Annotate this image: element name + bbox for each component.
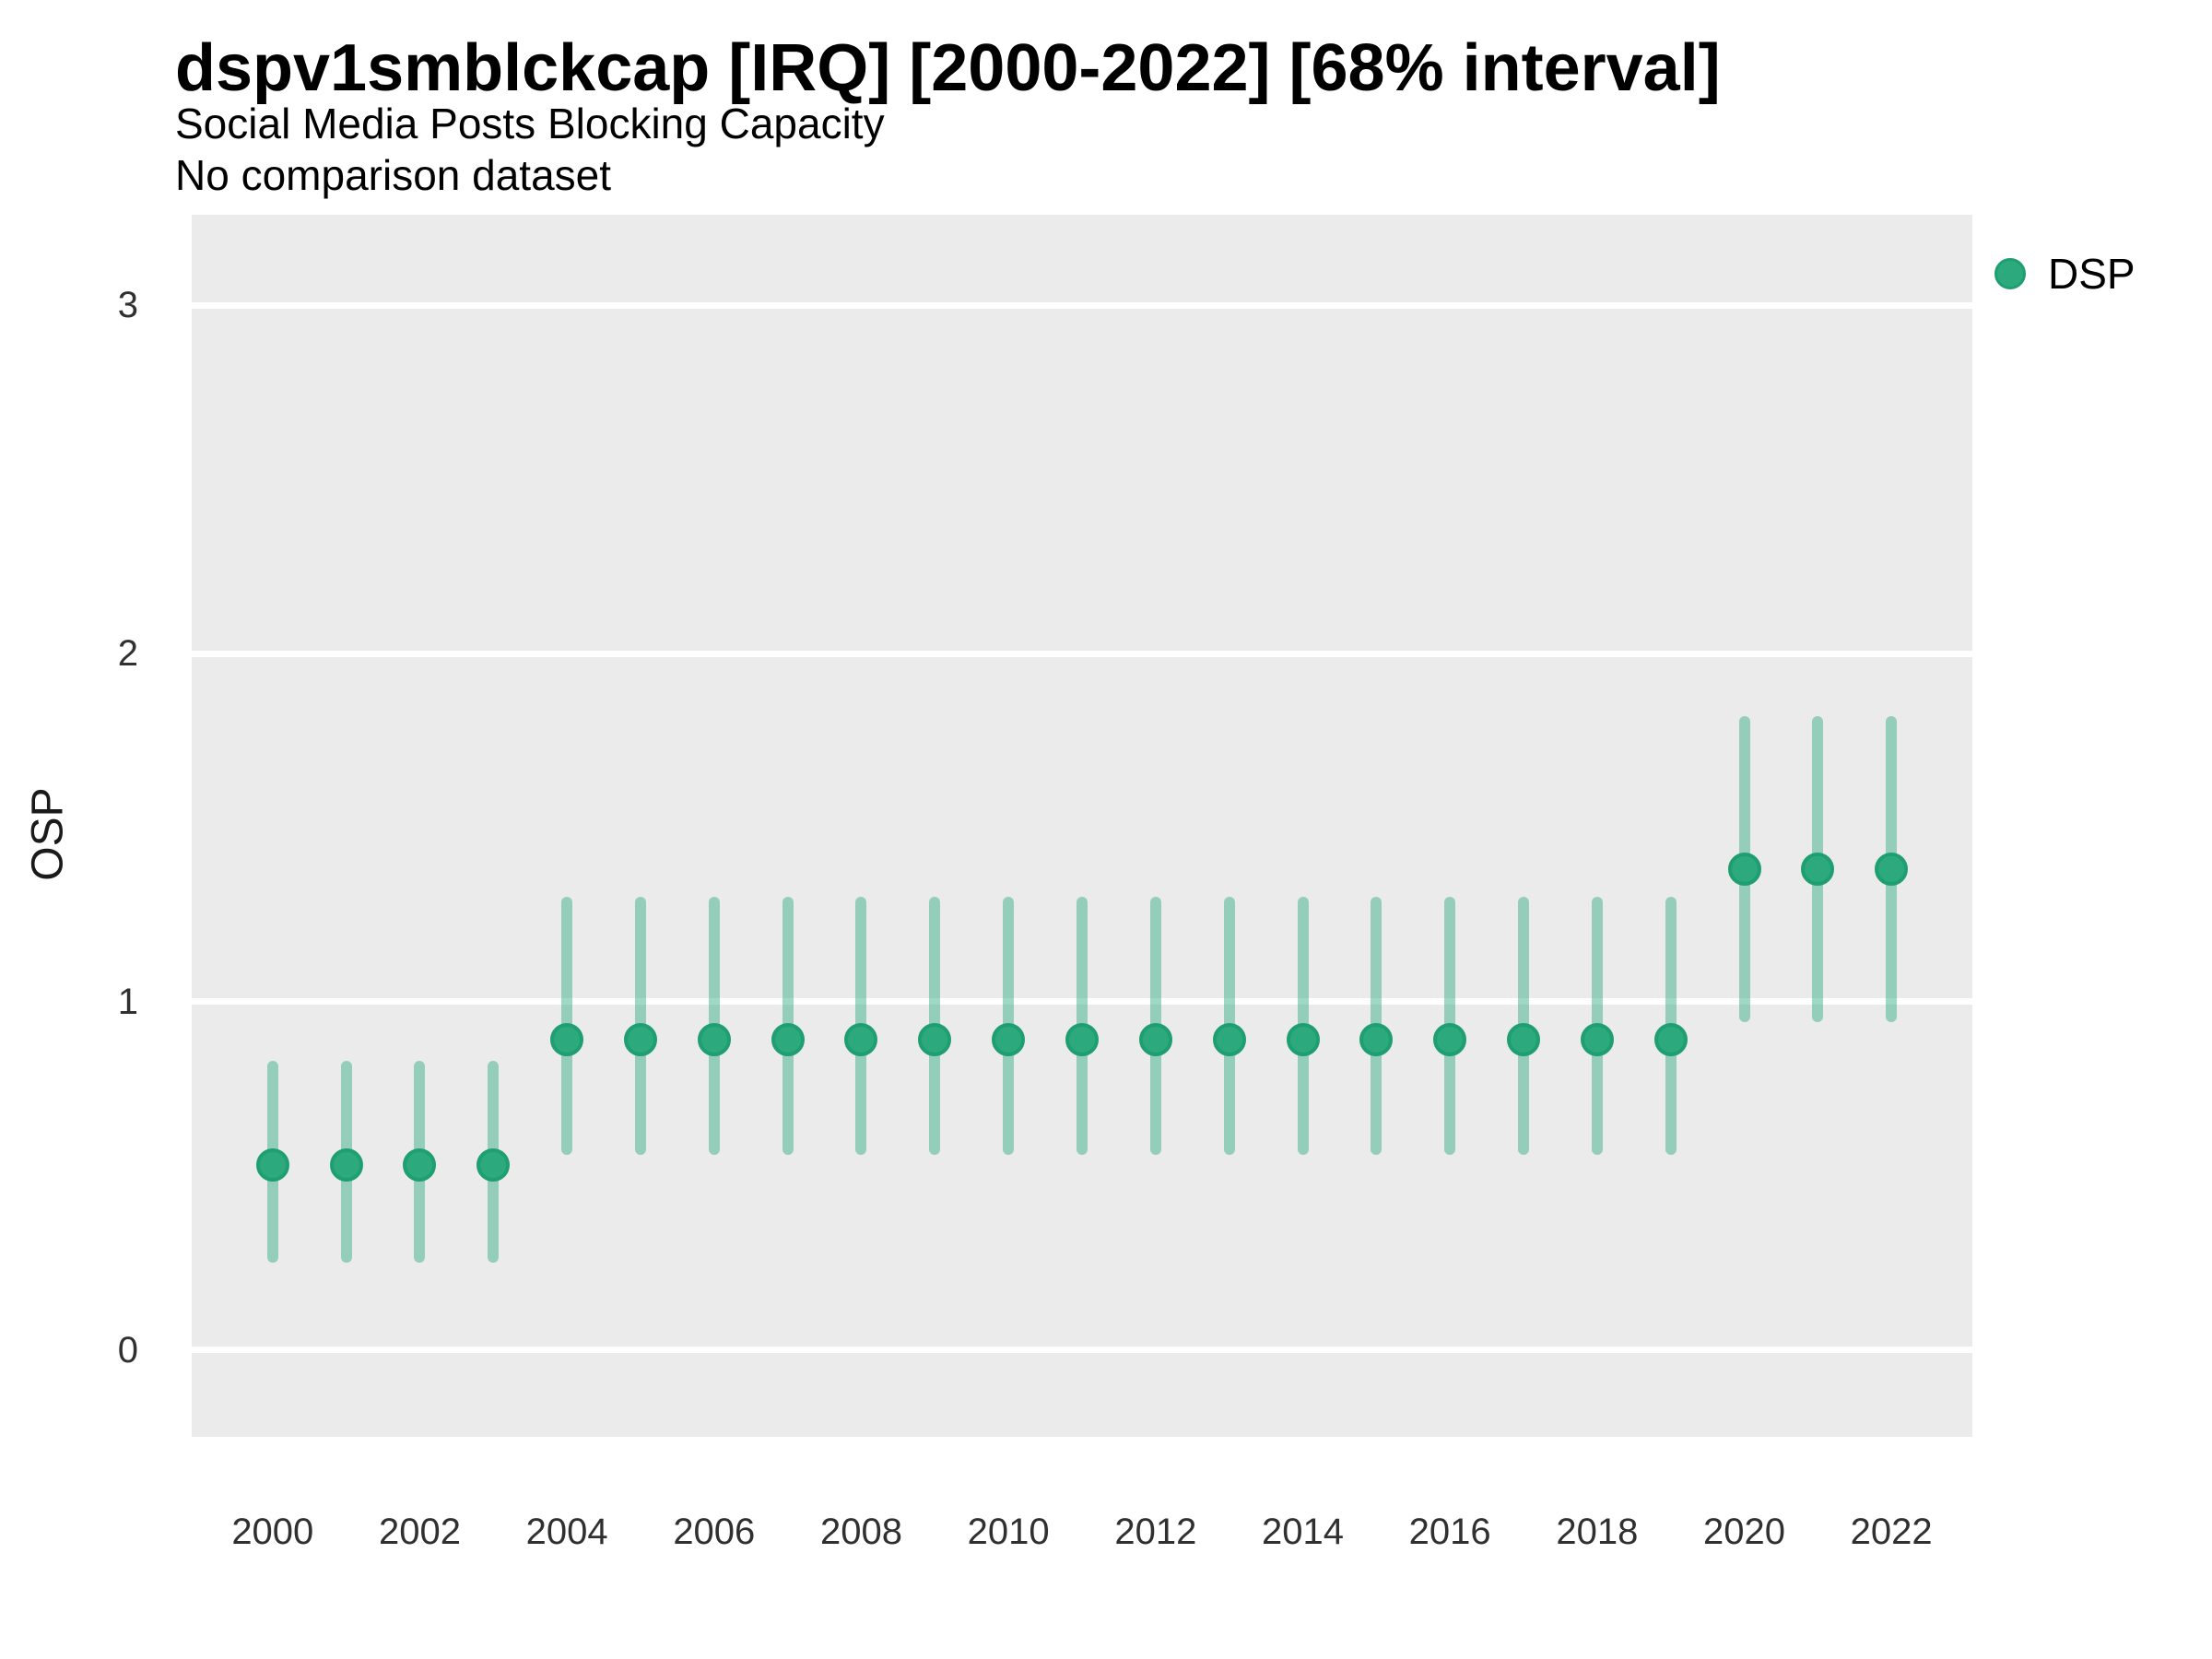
- x-tick-label: 2006: [673, 1512, 756, 1552]
- data-point: [992, 1023, 1026, 1057]
- x-tick-label: 2022: [1850, 1512, 1933, 1552]
- gridline-y-3: [192, 301, 1972, 309]
- x-tick-label: 2004: [525, 1512, 608, 1552]
- y-tick-label: 2: [117, 633, 138, 674]
- x-tick-label: 2016: [1408, 1512, 1491, 1552]
- data-point: [329, 1148, 363, 1182]
- data-point: [1359, 1023, 1394, 1057]
- legend: DSP: [1994, 251, 2136, 297]
- x-tick-label: 2012: [1114, 1512, 1197, 1552]
- data-point: [1212, 1023, 1246, 1057]
- data-point: [918, 1023, 952, 1057]
- data-point: [771, 1023, 805, 1057]
- gridline-y-1: [192, 998, 1972, 1006]
- data-point: [1286, 1023, 1320, 1057]
- chart-comparison-note: No comparison dataset: [175, 151, 612, 199]
- data-point: [1580, 1023, 1614, 1057]
- x-tick-label: 2018: [1556, 1512, 1639, 1552]
- data-point: [255, 1148, 289, 1182]
- legend-point-icon: [1994, 258, 2026, 289]
- x-tick-label: 2002: [378, 1512, 461, 1552]
- chart-title: dspv1smblckcap [IRQ] [2000-2022] [68% in…: [175, 31, 1721, 105]
- x-tick-label: 2014: [1262, 1512, 1344, 1552]
- data-point: [1727, 853, 1761, 887]
- data-point: [550, 1023, 584, 1057]
- data-point: [403, 1148, 437, 1182]
- y-tick-label: 3: [117, 285, 138, 326]
- data-point: [1801, 853, 1835, 887]
- gridline-y-0: [192, 1347, 1972, 1354]
- data-point: [697, 1023, 731, 1057]
- x-tick-label: 2000: [231, 1512, 314, 1552]
- data-point: [1138, 1023, 1172, 1057]
- x-tick-label: 2010: [967, 1512, 1050, 1552]
- chart-subtitle: Social Media Posts Blocking Capacity: [175, 100, 885, 147]
- data-point: [623, 1023, 657, 1057]
- data-point: [1065, 1023, 1099, 1057]
- y-tick-label: 0: [117, 1329, 138, 1371]
- legend-label: DSP: [2048, 250, 2136, 298]
- data-point: [1875, 853, 1909, 887]
- y-axis-title: OSP: [23, 787, 73, 881]
- data-point: [1653, 1023, 1688, 1057]
- data-point: [477, 1148, 511, 1182]
- x-tick-label: 2020: [1703, 1512, 1785, 1552]
- y-tick-label: 1: [117, 981, 138, 1022]
- data-point: [1507, 1023, 1540, 1057]
- plot-panel: [192, 215, 1972, 1437]
- data-point: [844, 1023, 878, 1057]
- gridline-y-2: [192, 650, 1972, 657]
- data-point: [1433, 1023, 1467, 1057]
- x-tick-label: 2008: [819, 1512, 902, 1552]
